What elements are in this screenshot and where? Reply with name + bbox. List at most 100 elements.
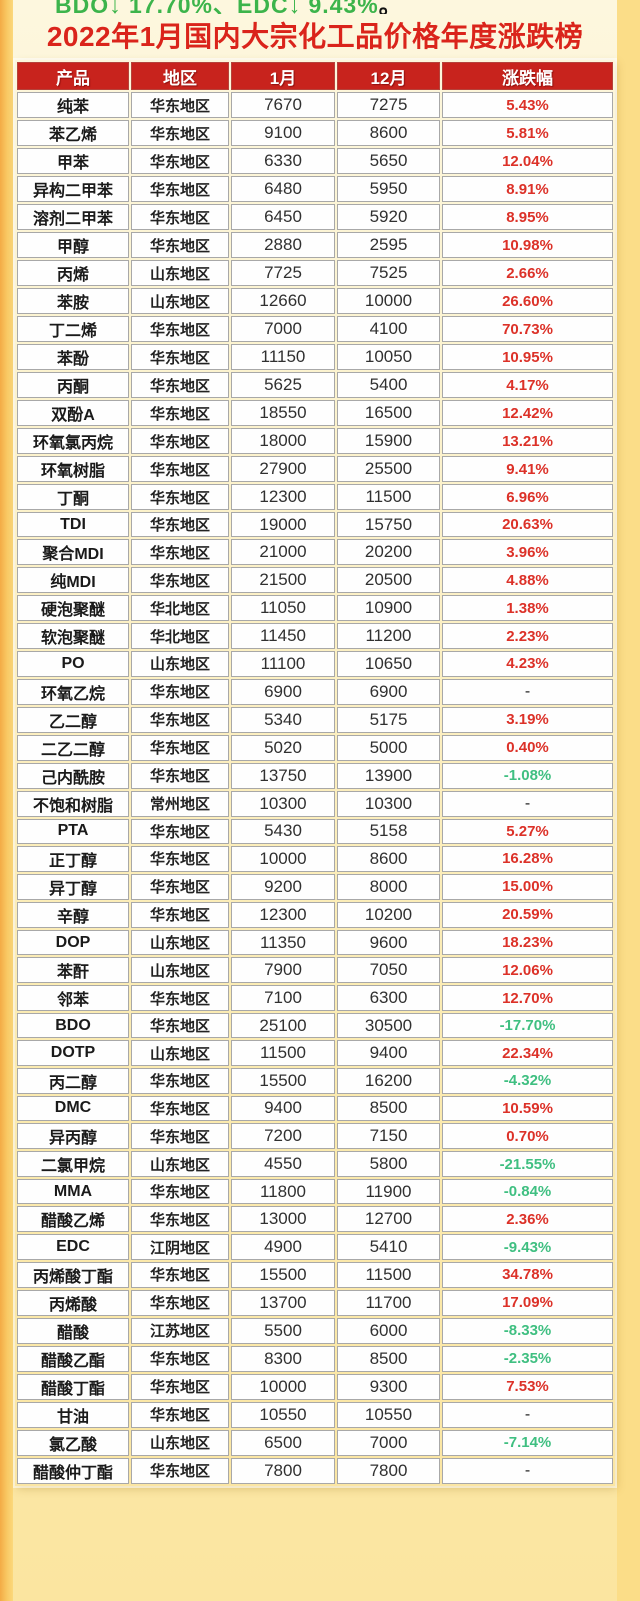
cell-dec-price: 16200 [337, 1067, 440, 1094]
cell-jan-price: 12300 [231, 484, 335, 510]
cell-dec-price: 5800 [337, 1151, 440, 1178]
cell-jan-price: 7100 [231, 985, 335, 1012]
cell-dec-price: 8600 [337, 120, 440, 146]
price-table-body: 纯苯 华东地区 7670 7275 5.43% 苯乙烯 华东地区 9100 8600 5.81% 甲… [17, 92, 613, 1484]
cell-change-pct: 4.88% [442, 567, 613, 594]
cell-product: 醋酸乙烯 [17, 1206, 129, 1233]
cell-dec-price: 9300 [337, 1373, 440, 1400]
cell-region: 华北地区 [131, 623, 229, 650]
table-row: 异丁醇 华东地区 9200 8000 15.00% [17, 873, 613, 900]
cell-product: 正丁醇 [17, 845, 129, 872]
cell-jan-price: 11450 [231, 623, 335, 650]
table-row: 甘油 华东地区 10550 10550- [17, 1401, 613, 1428]
column-header: 1月 [231, 62, 335, 90]
cell-dec-price: 8500 [337, 1345, 440, 1372]
cell-dec-price: 6300 [337, 985, 440, 1012]
table-row: 双酚A 华东地区 18550 16500 12.42% [17, 400, 613, 426]
cell-change-pct: 3.96% [442, 539, 613, 566]
table-row: 聚合MDI 华东地区 21000 20200 3.96% [17, 539, 613, 566]
table-row: 软泡聚醚 华北地区 11450 11200 2.23% [17, 623, 613, 650]
cell-product: 苯乙烯 [17, 120, 129, 146]
cell-dec-price: 9600 [337, 929, 440, 956]
cell-product: 环氧树脂 [17, 456, 129, 482]
table-row: 醋酸乙酯 华东地区 8300 8500 -2.35% [17, 1345, 613, 1372]
cell-jan-price: 10550 [231, 1401, 335, 1428]
table-row: 醋酸仲丁酯 华东地区 7800 7800- [17, 1457, 613, 1484]
cell-product: 乙二醇 [17, 706, 129, 733]
cell-jan-price: 12300 [231, 901, 335, 928]
column-header: 地区 [131, 62, 229, 90]
cell-region: 华东地区 [131, 1206, 229, 1233]
cell-jan-price: 7670 [231, 92, 335, 118]
cell-dec-price: 16500 [337, 400, 440, 426]
cell-change-pct: 4.17% [442, 372, 613, 398]
cell-jan-price: 11100 [231, 651, 335, 677]
table-row: PTA 华东地区 5430 5158 5.27% [17, 818, 613, 844]
cell-dec-price: 10000 [337, 288, 440, 314]
cell-product: 丙烯酸 [17, 1289, 129, 1316]
cell-region: 山东地区 [131, 1040, 229, 1066]
cell-dec-price: 20500 [337, 567, 440, 594]
cell-dec-price: 11700 [337, 1289, 440, 1316]
cell-change-pct: -21.55% [442, 1151, 613, 1178]
cell-jan-price: 5625 [231, 372, 335, 398]
cell-region: 华东地区 [131, 1013, 229, 1039]
cell-jan-price: 18000 [231, 428, 335, 454]
cell-jan-price: 9200 [231, 873, 335, 900]
cell-dec-price: 8600 [337, 845, 440, 872]
cell-dec-price: 25500 [337, 456, 440, 482]
cell-region: 华东地区 [131, 1123, 229, 1150]
column-header: 涨跌幅 [442, 62, 613, 90]
cell-jan-price: 4550 [231, 1151, 335, 1178]
table-row: DOP 山东地区 11350 9600 18.23% [17, 929, 613, 956]
table-row: 异构二甲苯 华东地区 6480 5950 8.91% [17, 176, 613, 202]
cell-region: 华东地区 [131, 845, 229, 872]
table-row: 丙二醇 华东地区 15500 16200 -4.32% [17, 1067, 613, 1094]
cell-jan-price: 7800 [231, 1457, 335, 1484]
cell-jan-price: 9400 [231, 1095, 335, 1122]
cell-change-pct: 12.42% [442, 400, 613, 426]
cell-product: 丙酮 [17, 372, 129, 398]
cell-dec-price: 11200 [337, 623, 440, 650]
cell-product: 软泡聚醚 [17, 623, 129, 650]
cell-change-pct: 20.63% [442, 512, 613, 538]
cell-change-pct: 10.95% [442, 344, 613, 370]
cell-dec-price: 10300 [337, 790, 440, 817]
cell-region: 华东地区 [131, 204, 229, 230]
table-row: 甲醇 华东地区 2880 2595 10.98% [17, 232, 613, 258]
cell-product: 醋酸乙酯 [17, 1345, 129, 1372]
note-text: BDO↓ 17.70%、EDC↓ 9.43% [55, 0, 379, 14]
cell-region: 华东地区 [131, 706, 229, 733]
cell-product: 异丁醇 [17, 873, 129, 900]
table-row: MMA 华东地区 11800 11900 -0.84% [17, 1179, 613, 1205]
table-row: 苯酚 华东地区 11150 10050 10.95% [17, 344, 613, 370]
cell-region: 华北地区 [131, 595, 229, 622]
cell-dec-price: 8500 [337, 1095, 440, 1122]
cell-dec-price: 5410 [337, 1234, 440, 1260]
table-row: 不饱和树脂 常州地区 10300 10300- [17, 790, 613, 817]
cell-change-pct: 5.43% [442, 92, 613, 118]
cell-change-pct: 22.34% [442, 1040, 613, 1066]
cell-product: DOTP [17, 1040, 129, 1066]
cell-jan-price: 13750 [231, 762, 335, 789]
cell-dec-price: 5650 [337, 148, 440, 174]
cell-dec-price: 13900 [337, 762, 440, 789]
cell-change-pct: 2.23% [442, 623, 613, 650]
cell-product: 邻苯 [17, 985, 129, 1012]
cell-product: 丙二醇 [17, 1067, 129, 1094]
cell-change-pct: 26.60% [442, 288, 613, 314]
table-row: 丁二烯 华东地区 7000 4100 70.73% [17, 316, 613, 342]
cell-region: 华东地区 [131, 1289, 229, 1316]
cell-product: 醋酸丁酯 [17, 1373, 129, 1400]
cell-product: 纯苯 [17, 92, 129, 118]
cell-jan-price: 6330 [231, 148, 335, 174]
cell-jan-price: 10000 [231, 1373, 335, 1400]
cell-dec-price: 10550 [337, 1401, 440, 1428]
cell-change-pct: 5.27% [442, 818, 613, 844]
cell-product: 二乙二醇 [17, 734, 129, 761]
cell-product: MMA [17, 1179, 129, 1205]
table-row: 醋酸 江苏地区 5500 6000 -8.33% [17, 1317, 613, 1344]
table-row: 乙二醇 华东地区 5340 5175 3.19% [17, 706, 613, 733]
cell-dec-price: 5175 [337, 706, 440, 733]
cell-change-pct: 7.53% [442, 1373, 613, 1400]
